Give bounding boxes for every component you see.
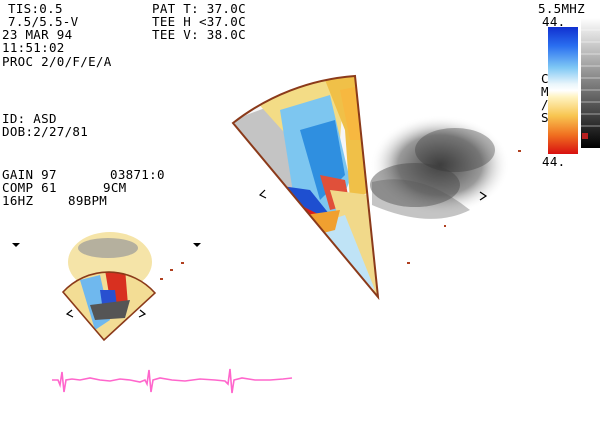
gain-readout: GAIN 97 — [2, 167, 57, 182]
time-readout: 11:51:02 — [2, 40, 65, 55]
velocity-unit-c: C — [541, 71, 549, 86]
patient-dob: DOB:2/27/81 — [2, 124, 89, 139]
velocity-scale-top: 44. — [542, 14, 566, 29]
heart-rate-readout: 89BPM — [68, 193, 108, 208]
color-bar-marker — [582, 133, 588, 139]
tis-readout: TIS:0.5 — [8, 1, 63, 16]
patient-id: ID: ASD — [2, 111, 57, 126]
transducer-frequency-label: 5.5MHZ — [538, 1, 585, 16]
comp-readout: COMP 61 — [2, 180, 57, 195]
overview-sector-outline — [61, 271, 157, 342]
scan-line-dots — [160, 150, 521, 280]
ecg-trace — [52, 368, 293, 394]
tee-v-temp-readout: TEE V: 38.0C — [152, 27, 246, 42]
depth-markers — [65, 189, 488, 318]
velocity-scale-bottom: 44. — [542, 154, 566, 169]
velocity-color-bar — [548, 27, 578, 154]
probe-frequency-readout: 7.5/5.5-V — [8, 14, 79, 29]
overview-doppler-sector — [63, 272, 155, 340]
velocity-unit-m: M — [541, 84, 549, 99]
tee-h-temp-readout: TEE H <37.0C — [152, 14, 246, 29]
grayscale-bar-steps — [581, 29, 600, 127]
proc-readout: PROC 2/0/F/E/A — [2, 54, 112, 69]
focus-triangles — [12, 243, 201, 247]
date-readout: 23 MAR 94 — [2, 27, 73, 42]
frame-rate-readout: 16HZ — [2, 193, 34, 208]
grayscale-bar — [581, 18, 600, 148]
frame-code-readout: 03871:0 — [110, 167, 165, 182]
velocity-unit-s: S — [541, 110, 549, 125]
patient-temp-readout: PAT T: 37.0C — [152, 1, 246, 16]
color-doppler-sector — [233, 76, 378, 297]
depth-readout: 9CM — [103, 180, 127, 195]
color-doppler-sector-outline — [231, 74, 380, 301]
bmode-tissue-region — [370, 115, 510, 219]
velocity-unit-slash: / — [541, 97, 549, 112]
